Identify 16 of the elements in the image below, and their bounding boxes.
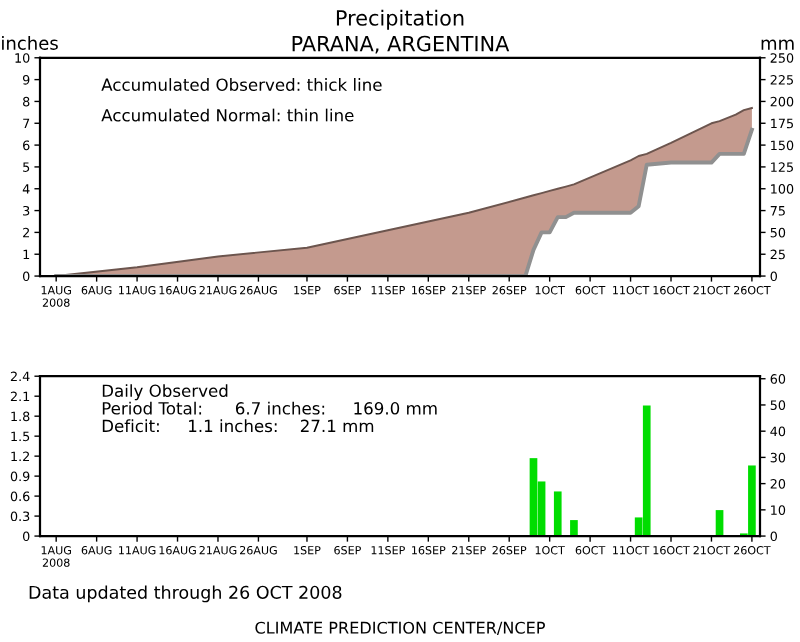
chart-subtitle: PARANA, ARGENTINA (292, 35, 510, 54)
bar (642, 405, 651, 537)
chart-title: Precipitation (336, 9, 464, 30)
y2-axis-title: mm (761, 39, 794, 50)
annotation: Accumulated Observed: thick line (101, 78, 382, 91)
text: CLIMATE PREDICTION CENTER/NCEP (255, 621, 545, 636)
annotation: Daily Observed (102, 384, 228, 401)
annotation: Deficit: 1.1 inches: 27.1 mm (102, 419, 374, 433)
bar (570, 520, 578, 537)
bar (553, 491, 562, 537)
y-axis-title: inches (2, 35, 58, 50)
bar (748, 465, 756, 537)
annotation: Accumulated Normal: thin line (101, 108, 354, 122)
annotation: Period Total: 6.7 inches: 169.0 mm (102, 401, 437, 415)
bar (529, 458, 538, 537)
text: Data updated through 26 OCT 2008 (29, 585, 342, 603)
